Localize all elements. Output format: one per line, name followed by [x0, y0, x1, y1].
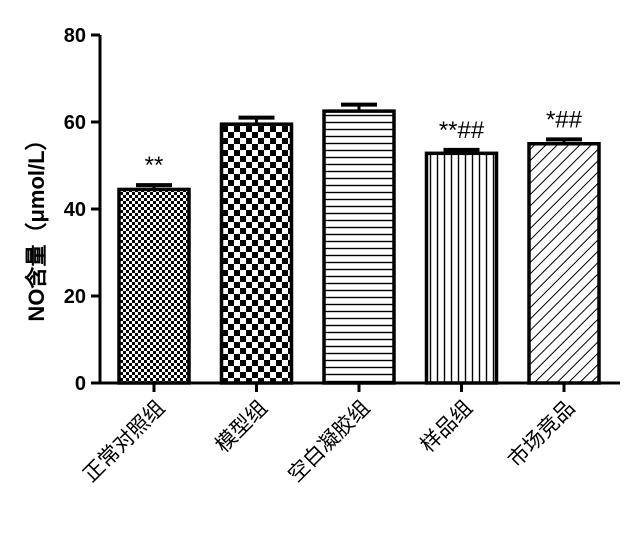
bar-4 — [527, 142, 601, 385]
bar-2 — [322, 109, 396, 385]
bar-1 — [219, 122, 294, 385]
category-labels: 正常对照组 模型组 空白凝胶组 样品组 市场竞品 — [78, 396, 579, 487]
error-bars — [136, 102, 582, 190]
category-label-4: 市场竞品 — [503, 396, 579, 472]
bar-0 — [117, 187, 191, 385]
annotations: ** **## *## — [145, 106, 583, 179]
category-label-2: 空白凝胶组 — [283, 396, 374, 487]
y-tick-label-4: 80 — [64, 25, 86, 47]
y-axis: 0 20 40 60 80 — [64, 25, 102, 395]
y-tick-label-2: 40 — [64, 199, 86, 221]
category-label-1: 模型组 — [211, 396, 273, 458]
category-label-0: 正常对照组 — [78, 396, 169, 487]
y-tick-label-3: 60 — [64, 112, 86, 134]
y-tick-label-1: 20 — [64, 286, 86, 308]
significance-label-0: ** — [145, 152, 164, 179]
y-axis-title: NO含量（μmol/L） — [24, 128, 49, 321]
category-label-3: 样品组 — [416, 396, 478, 458]
y-tick-label-0: 0 — [75, 373, 86, 395]
bar-3 — [424, 151, 499, 385]
significance-label-3: **## — [439, 117, 485, 144]
significance-label-4: *## — [546, 106, 583, 133]
bars — [117, 109, 601, 385]
